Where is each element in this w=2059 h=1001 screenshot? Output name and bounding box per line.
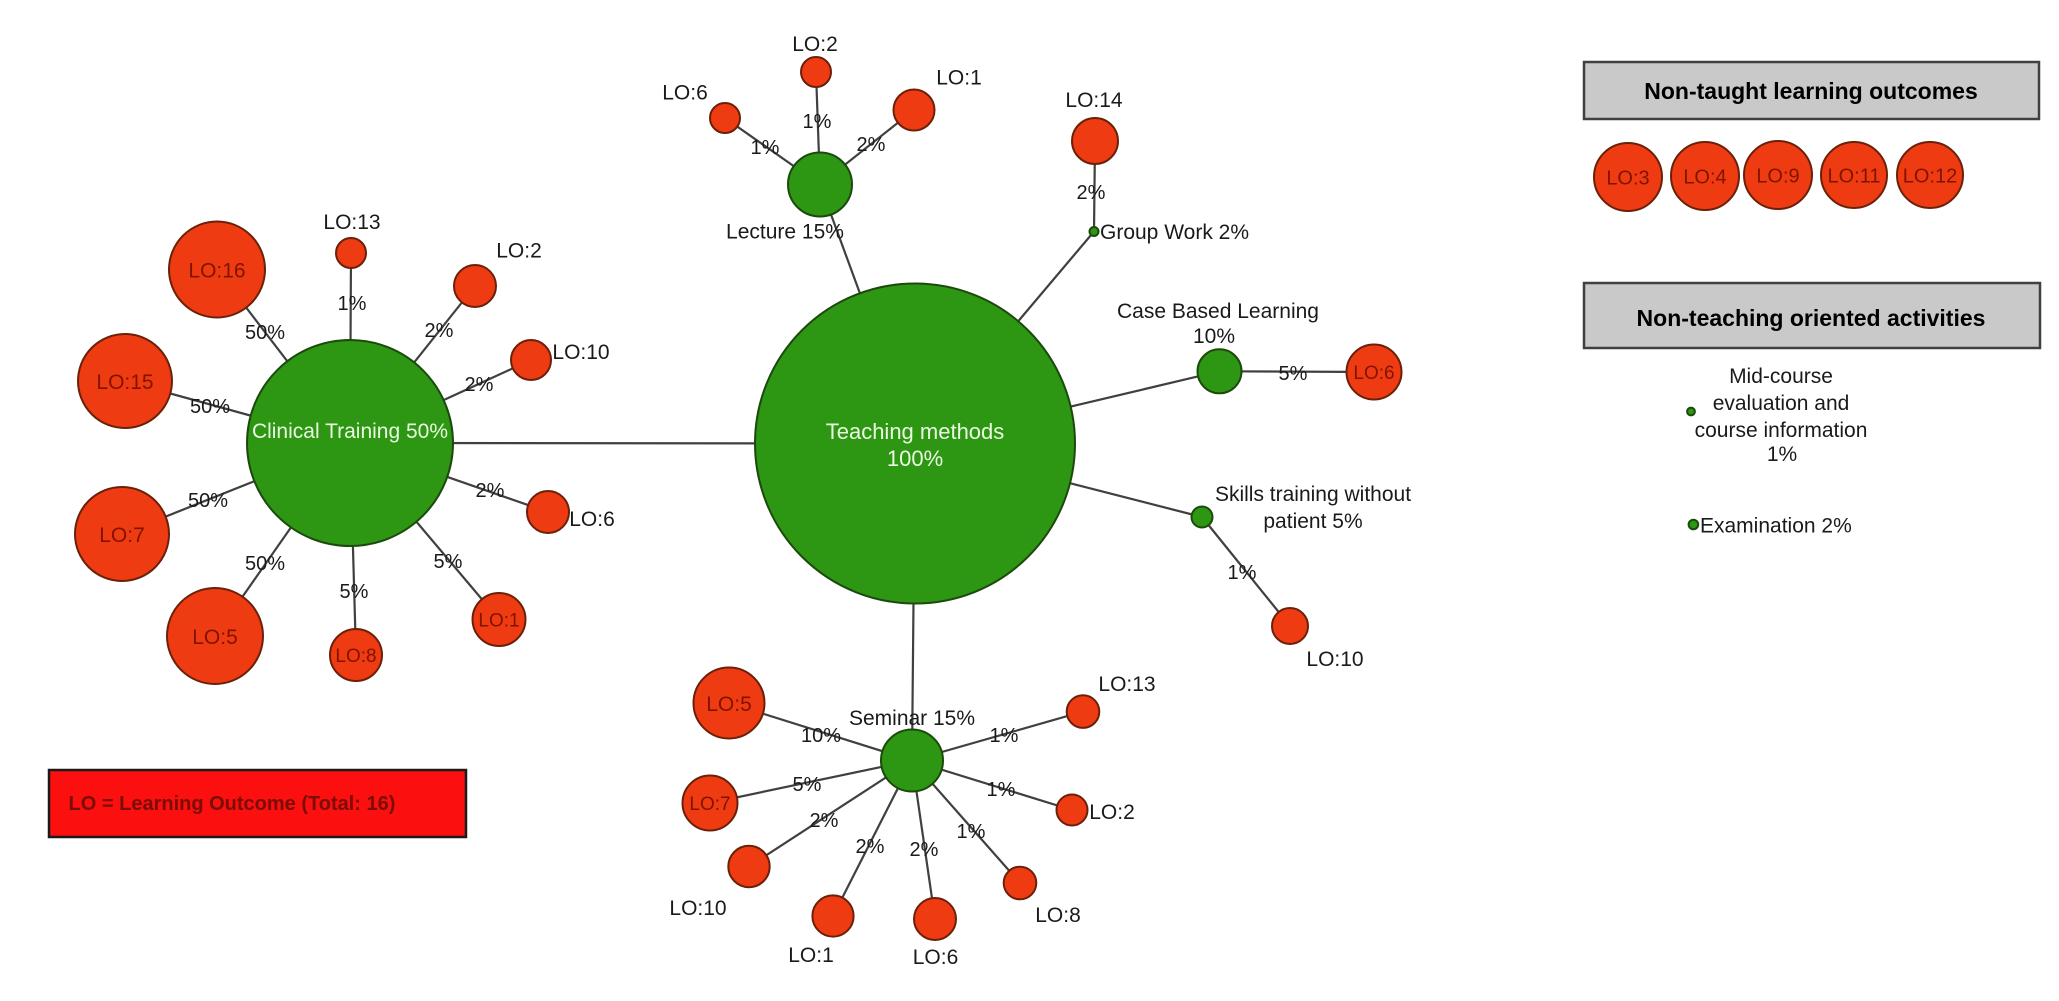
svg-text:2%: 2% (1077, 182, 1106, 204)
svg-text:Examination 2%: Examination 2% (1700, 515, 1852, 538)
svg-text:1%: 1% (987, 779, 1016, 801)
svg-text:50%: 50% (188, 490, 228, 512)
svg-text:evaluation and: evaluation and (1713, 392, 1850, 415)
svg-text:1%: 1% (1228, 562, 1257, 584)
svg-text:LO:6: LO:6 (1353, 363, 1394, 384)
svg-text:Non-teaching oriented activiti: Non-teaching oriented activities (1637, 305, 1986, 331)
svg-text:LO:8: LO:8 (335, 646, 376, 667)
svg-text:LO:2: LO:2 (792, 33, 838, 56)
svg-text:LO:2: LO:2 (496, 240, 542, 263)
svg-text:LO:2: LO:2 (1089, 801, 1135, 824)
svg-text:2%: 2% (425, 320, 454, 342)
svg-text:50%: 50% (190, 396, 230, 418)
svg-text:LO:13: LO:13 (1098, 673, 1155, 696)
svg-text:LO:10: LO:10 (552, 341, 609, 364)
svg-text:2%: 2% (856, 836, 885, 858)
svg-text:LO:13: LO:13 (323, 211, 380, 234)
svg-text:2%: 2% (857, 134, 886, 156)
svg-text:LO:1: LO:1 (936, 67, 982, 90)
svg-text:1%: 1% (990, 725, 1019, 747)
svg-text:10%: 10% (801, 725, 841, 747)
svg-text:LO:6: LO:6 (662, 82, 708, 105)
svg-text:LO:6: LO:6 (569, 508, 615, 531)
svg-text:Non-taught learning outcomes: Non-taught learning outcomes (1644, 78, 1978, 104)
svg-text:2%: 2% (476, 480, 505, 502)
svg-text:patient 5%: patient 5% (1263, 510, 1362, 533)
svg-text:LO:3: LO:3 (1606, 168, 1649, 190)
svg-text:LO:5: LO:5 (192, 626, 238, 649)
svg-text:LO:8: LO:8 (1035, 904, 1081, 927)
svg-text:LO:16: LO:16 (188, 260, 245, 283)
svg-text:Clinical Training 50%: Clinical Training 50% (252, 420, 448, 443)
svg-text:1%: 1% (803, 111, 832, 133)
svg-text:LO:4: LO:4 (1683, 167, 1726, 189)
svg-text:2%: 2% (465, 374, 494, 396)
svg-text:LO:10: LO:10 (1306, 648, 1363, 671)
svg-text:1%: 1% (751, 137, 780, 159)
svg-text:100%: 100% (887, 446, 943, 471)
svg-text:5%: 5% (340, 581, 369, 603)
svg-text:10%: 10% (1193, 325, 1235, 348)
svg-text:5%: 5% (434, 551, 463, 573)
svg-text:Lecture 15%: Lecture 15% (726, 221, 844, 244)
svg-text:2%: 2% (810, 810, 839, 832)
svg-text:LO:10: LO:10 (669, 897, 726, 920)
svg-text:Seminar 15%: Seminar 15% (849, 707, 975, 730)
svg-text:50%: 50% (245, 553, 285, 575)
svg-text:LO:1: LO:1 (788, 944, 834, 967)
svg-text:5%: 5% (793, 774, 822, 796)
svg-text:1%: 1% (1767, 443, 1797, 466)
svg-text:LO:7: LO:7 (689, 794, 730, 815)
svg-text:LO:7: LO:7 (99, 524, 145, 547)
svg-text:1%: 1% (957, 821, 986, 843)
svg-text:LO:15: LO:15 (96, 371, 153, 394)
svg-text:LO:14: LO:14 (1065, 89, 1123, 112)
svg-text:Teaching methods: Teaching methods (826, 419, 1005, 444)
svg-text:50%: 50% (245, 322, 285, 344)
svg-text:LO:9: LO:9 (1756, 166, 1799, 188)
svg-text:LO:5: LO:5 (706, 693, 752, 716)
svg-text:Skills training without: Skills training without (1215, 483, 1411, 506)
svg-text:LO:12: LO:12 (1903, 166, 1957, 188)
svg-text:Case Based Learning: Case Based Learning (1117, 300, 1319, 323)
svg-text:LO:6: LO:6 (913, 946, 959, 969)
svg-text:Group Work 2%: Group Work 2% (1100, 221, 1249, 244)
svg-text:LO:11: LO:11 (1828, 166, 1881, 188)
svg-text:1%: 1% (338, 293, 367, 315)
svg-text:LO = Learning Outcome (Total:: LO = Learning Outcome (Total: 16) (69, 793, 396, 815)
svg-text:Mid-course: Mid-course (1729, 365, 1833, 388)
svg-text:LO:1: LO:1 (478, 611, 519, 632)
svg-text:5%: 5% (1279, 363, 1308, 385)
svg-text:course information: course information (1695, 419, 1868, 442)
svg-text:2%: 2% (910, 839, 939, 861)
